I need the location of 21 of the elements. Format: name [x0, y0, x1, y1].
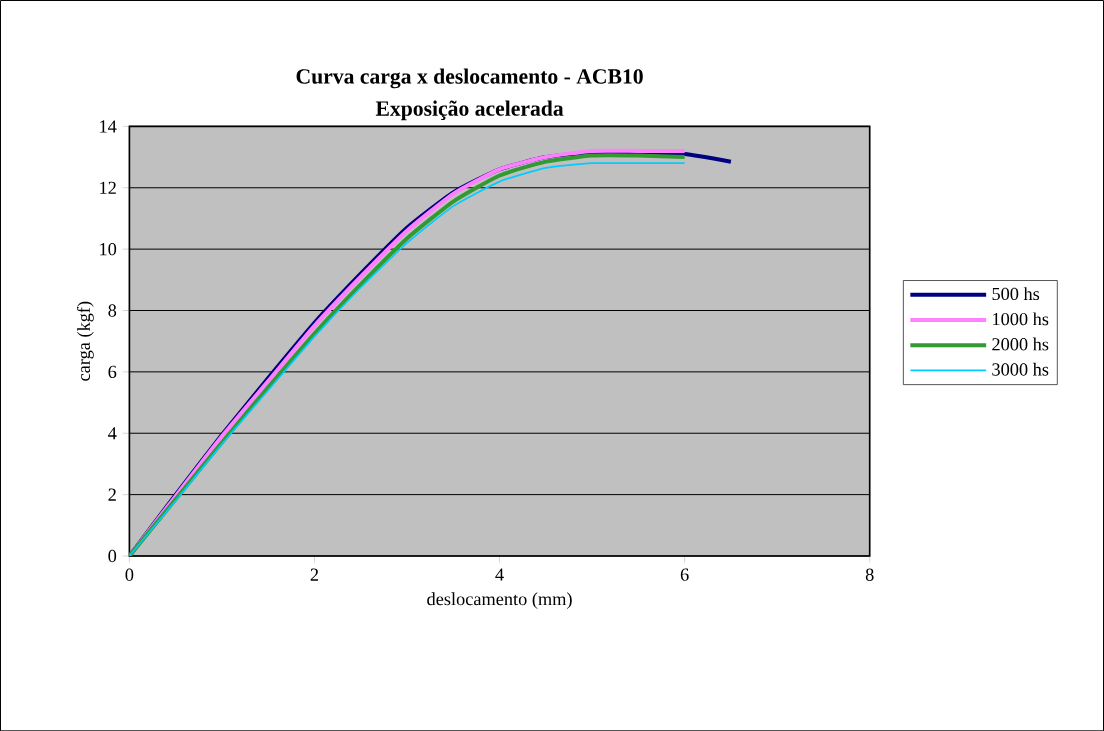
x-tick-label: 2	[310, 568, 319, 581]
legend-label: 3000 hs	[992, 362, 1049, 376]
y-tick-label: 6	[108, 365, 117, 378]
x-axis-title: deslocamento (mm)	[427, 592, 572, 609]
y-tick-label: 4	[108, 427, 117, 440]
y-tick-label: 0	[108, 549, 117, 563]
legend-label: 1000 hs	[993, 312, 1049, 326]
y-tick-label: 10	[100, 242, 117, 256]
x-tick-label: 0	[125, 568, 134, 581]
y-tick-label: 2	[108, 488, 116, 501]
x-tick-label: 6	[680, 568, 689, 581]
y-tick-label: 12	[100, 181, 116, 194]
x-tick-label: 8	[865, 568, 874, 581]
legend-label: 500 hs	[992, 287, 1040, 300]
chart-title: Curva carga x deslocamento - ACB10	[296, 68, 643, 89]
y-tick-label: 8	[108, 304, 117, 317]
y-axis-title: carga (kgf)	[76, 301, 94, 381]
y-tick-label: 14	[100, 120, 117, 133]
chart-subtitle: Exposição acelerada	[375, 100, 564, 121]
legend-label: 2000 hs	[992, 337, 1049, 351]
x-tick-label: 4	[495, 568, 504, 581]
